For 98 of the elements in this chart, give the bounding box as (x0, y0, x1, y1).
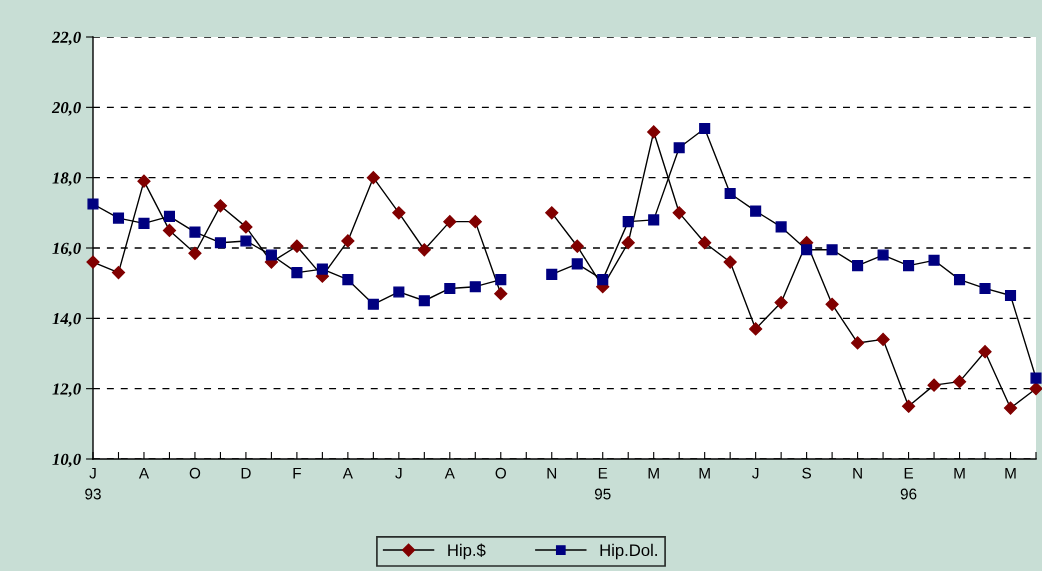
y-tick-label: 14,0 (52, 313, 81, 327)
point (851, 336, 865, 350)
point (1003, 401, 1018, 415)
legend-label: Hip.$ (448, 543, 486, 560)
point (597, 274, 609, 286)
point (213, 199, 228, 213)
point (877, 249, 889, 261)
x-tick-label: J (752, 467, 759, 479)
x-tick-label: A (342, 467, 353, 479)
point (418, 295, 430, 307)
point (775, 221, 787, 233)
y-tick-label: 18,0 (52, 172, 81, 187)
point (647, 125, 661, 139)
point (239, 220, 253, 234)
point (188, 246, 202, 260)
point (952, 375, 967, 389)
x-tick-label: A (444, 467, 455, 479)
point (443, 215, 457, 229)
point (825, 297, 839, 311)
point (673, 142, 685, 154)
point (1029, 382, 1042, 396)
point (367, 298, 379, 310)
x-tick-label: E 96 (900, 467, 917, 500)
point (546, 268, 558, 280)
point (111, 266, 126, 280)
point (723, 255, 737, 269)
point (903, 260, 915, 272)
point (621, 236, 635, 250)
point (162, 223, 177, 238)
point (291, 267, 303, 279)
point (698, 236, 712, 250)
point (494, 287, 508, 301)
point (545, 206, 559, 220)
point (1030, 372, 1042, 384)
point (265, 249, 277, 261)
point (163, 210, 176, 222)
y-tick-label: 20,0 (51, 102, 81, 116)
point (724, 187, 736, 200)
x-tick-label: J (395, 467, 402, 479)
y-tick-label: 10,0 (52, 453, 81, 468)
point (699, 122, 711, 134)
x-tick-label: E 95 (594, 467, 611, 500)
point (495, 274, 507, 286)
point (928, 254, 940, 266)
x-tick-label: O (495, 467, 506, 479)
point (978, 345, 992, 359)
point (417, 243, 431, 257)
point (801, 244, 813, 256)
point (468, 215, 482, 229)
y-tick-label: 12,0 (52, 383, 81, 398)
point (366, 171, 380, 185)
point (927, 378, 941, 392)
point (1004, 289, 1017, 302)
point (469, 281, 481, 293)
point (852, 260, 864, 272)
point (393, 286, 405, 298)
x-tick-label: S (802, 467, 812, 479)
point (341, 234, 355, 248)
point (570, 239, 584, 253)
point (137, 174, 151, 188)
point (901, 399, 916, 413)
point (86, 255, 100, 269)
point (444, 282, 456, 294)
point (189, 226, 201, 238)
x-tick-label: A (138, 467, 150, 479)
point (774, 295, 788, 310)
point (979, 282, 991, 294)
point (290, 239, 304, 253)
x-tick-label: N (853, 467, 862, 479)
point (240, 235, 252, 247)
point (826, 244, 838, 256)
point (571, 258, 583, 270)
point (876, 332, 890, 347)
legend-label: Hip.Dol. (600, 543, 657, 560)
point (953, 274, 966, 286)
point (112, 212, 125, 224)
y-tick-label: 16,0 (52, 242, 81, 257)
point (138, 217, 150, 229)
point (750, 205, 762, 217)
x-tick-label: F (293, 467, 301, 479)
point (87, 198, 99, 210)
x-tick-label: O (189, 467, 201, 479)
x-tick-label: M (954, 467, 965, 479)
point (648, 214, 660, 226)
y-tick-label: 22,0 (51, 31, 81, 46)
point (214, 237, 226, 249)
point (392, 206, 406, 220)
x-tick-label: J 93 (85, 467, 101, 500)
x-tick-label: M (699, 467, 710, 479)
point (749, 322, 763, 336)
x-tick-label: D (241, 467, 251, 479)
point (672, 206, 686, 220)
point (342, 274, 354, 286)
x-tick-label: M (648, 467, 659, 479)
x-tick-label: N (547, 467, 557, 479)
x-tick-label: M (1005, 467, 1016, 479)
point (316, 263, 328, 275)
point (622, 216, 634, 228)
